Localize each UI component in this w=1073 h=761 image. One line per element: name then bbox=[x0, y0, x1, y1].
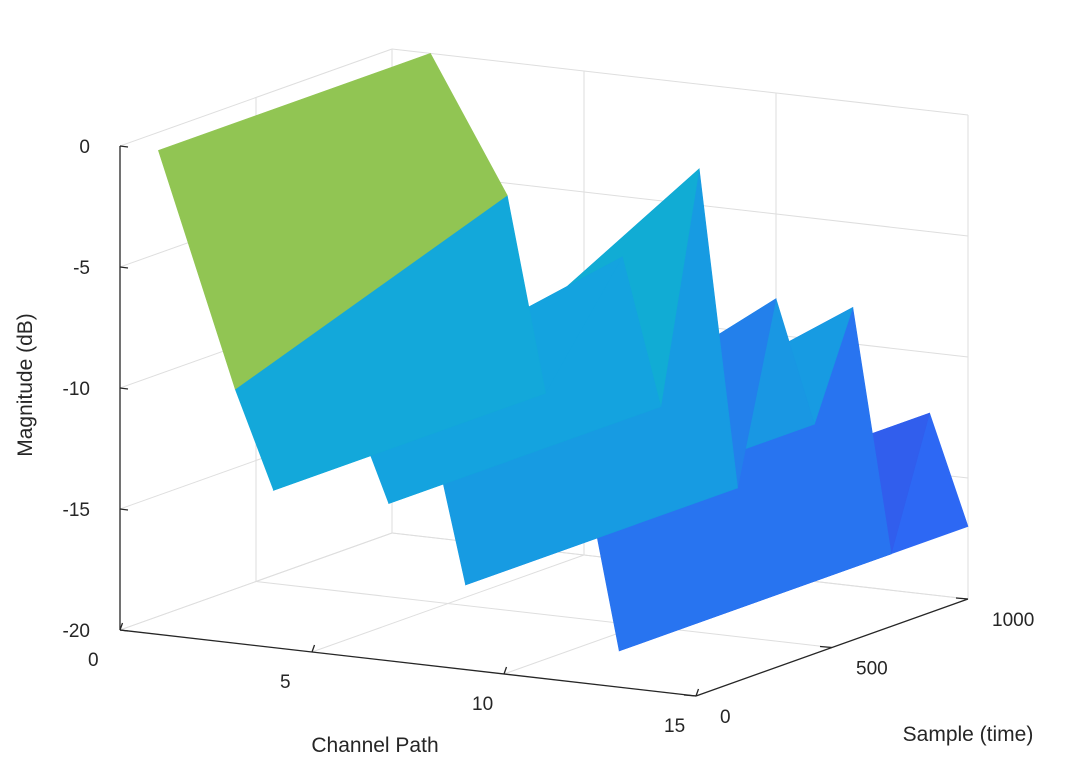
z-tick-label: -10 bbox=[63, 379, 90, 400]
grid-line bbox=[255, 581, 833, 648]
x-tick-label: 5 bbox=[280, 672, 291, 693]
x-tick bbox=[695, 688, 700, 697]
z-tick-label: -5 bbox=[73, 258, 90, 279]
z-tick-label: 0 bbox=[79, 137, 90, 158]
z-tick-label: -20 bbox=[63, 621, 90, 642]
x-tick-label: 10 bbox=[472, 694, 493, 715]
z-tick bbox=[119, 508, 129, 511]
x-tick-label: 15 bbox=[664, 716, 685, 737]
x-axis-line bbox=[119, 629, 697, 697]
y-tick bbox=[819, 645, 833, 649]
axes bbox=[119, 145, 969, 697]
x-axis-label: Channel Path bbox=[311, 734, 438, 757]
y-tick-label: 0 bbox=[720, 707, 731, 728]
grid-line bbox=[391, 48, 969, 116]
y-tick-label: 1000 bbox=[992, 610, 1034, 631]
z-tick bbox=[119, 145, 129, 148]
z-tick bbox=[119, 387, 129, 390]
x-tick-label: 0 bbox=[88, 650, 99, 671]
x-tick bbox=[119, 622, 124, 631]
z-axis-label: Magnitude (dB) bbox=[14, 313, 37, 457]
surface-patch bbox=[158, 53, 508, 390]
y-axis-label: Sample (time) bbox=[903, 723, 1034, 746]
y-tick bbox=[683, 694, 697, 697]
y-tick bbox=[955, 597, 969, 600]
z-tick-label: -15 bbox=[63, 500, 90, 521]
y-tick-label: 500 bbox=[856, 659, 888, 680]
z-tick bbox=[119, 629, 129, 632]
tick-labels: 0 -5 -10 -15 -20 0 5 10 15 0 500 1000 bbox=[63, 137, 1035, 737]
z-tick bbox=[119, 266, 129, 269]
x-tick bbox=[503, 666, 508, 675]
x-tick bbox=[311, 644, 316, 653]
surface bbox=[158, 53, 969, 652]
